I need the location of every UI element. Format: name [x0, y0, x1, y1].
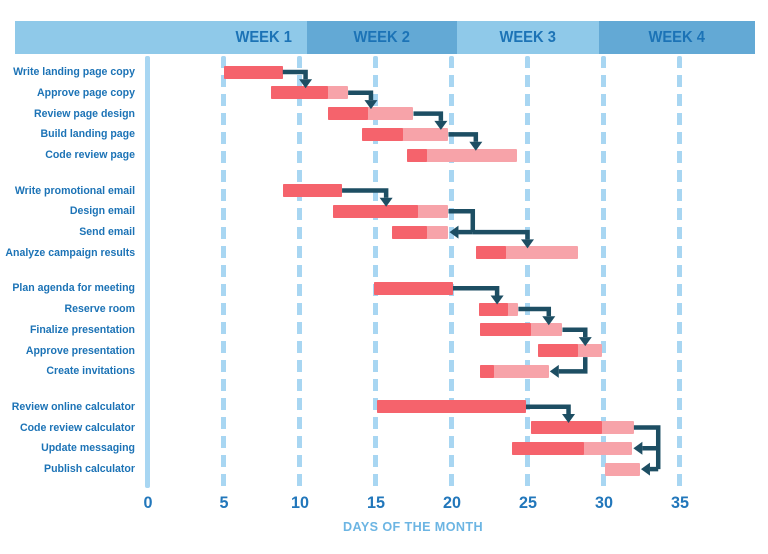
gantt-bar-completed-segment [392, 225, 428, 239]
gantt-bar-completed-segment [512, 441, 584, 455]
x-tick-label: 5 [219, 493, 228, 512]
gantt-bar [480, 323, 563, 337]
vertical-gridline [221, 56, 226, 488]
gantt-bar [475, 246, 578, 260]
gantt-bar [392, 225, 449, 239]
x-tick-label: 15 [366, 493, 385, 512]
week-band-2: WEEK 2 [307, 21, 457, 54]
task-label: Update messaging [41, 442, 136, 455]
gantt-bar [328, 107, 414, 121]
week-2-label: WEEK 2 [353, 28, 411, 46]
task-label: Finalize presentation [29, 323, 135, 336]
gantt-bar-completed-segment [223, 65, 283, 79]
connector-line [342, 188, 389, 198]
gantt-bar-completed-segment [332, 204, 419, 218]
gantt-bar-completed-segment [480, 323, 531, 337]
gantt-bar-completed-segment [377, 400, 526, 414]
task-label: Design email [69, 205, 135, 218]
connector-line [558, 357, 588, 374]
connector-line [518, 306, 552, 317]
vertical-gridline [373, 56, 378, 488]
task-label: Reserve room [64, 303, 135, 315]
gantt-bar-completed-segment [480, 364, 495, 378]
week-4-label: WEEK 4 [648, 28, 706, 46]
connector-line [453, 285, 500, 296]
task-label: Write landing page copy [13, 66, 136, 78]
connector-arrowhead-icon [549, 364, 559, 378]
task-label: Review online calculator [11, 400, 135, 413]
vertical-gridline [297, 56, 302, 488]
task-label: Build landing page [40, 128, 135, 141]
connector-arrowhead-icon [633, 441, 643, 455]
gantt-bar [373, 281, 453, 295]
week-band-4: WEEK 4 [599, 21, 755, 54]
task-label: Create invitations [46, 365, 136, 378]
week-1-label: WEEK 1 [235, 28, 292, 46]
task-label: Plan agenda for meeting [12, 282, 136, 295]
x-tick-label: 20 [442, 493, 461, 512]
gantt-bar [223, 65, 283, 79]
connector-line [282, 69, 308, 80]
vertical-gridline [449, 56, 454, 488]
week-band-3: WEEK 3 [457, 21, 599, 54]
gantt-bar [361, 127, 449, 141]
gantt-bar [282, 184, 343, 197]
gantt-bar [605, 462, 640, 476]
gantt-bar [478, 302, 519, 316]
gantt-bar [332, 204, 449, 218]
x-tick-label: 10 [290, 493, 309, 512]
task-label: Code review page [45, 149, 135, 162]
axis-zero-line [145, 56, 150, 488]
connector-line [348, 90, 374, 101]
x-axis-title: DAYS OF THE MONTH [343, 519, 483, 534]
task-label: Send email [79, 226, 135, 239]
connector-arrowhead-icon [640, 462, 650, 476]
x-tick-label: 30 [594, 493, 613, 512]
gantt-bar-completed-segment [475, 246, 507, 260]
week-3-label: WEEK 3 [499, 28, 557, 46]
task-label: Publish calculator [44, 463, 135, 476]
task-label: Approve presentation [25, 344, 135, 357]
gantt-bar [377, 400, 526, 414]
task-label: Analyze campaign results [5, 246, 136, 259]
x-tick-label: 35 [670, 493, 689, 512]
x-tick-label: 0 [143, 493, 152, 512]
task-label: Code review calculator [19, 421, 135, 434]
task-label: Approve page copy [37, 86, 136, 99]
gantt-bar [530, 421, 634, 434]
week-band-1: WEEK 1 [15, 21, 307, 54]
connector-line [562, 327, 588, 338]
gantt-bar [270, 86, 349, 100]
gantt-bar-completed-segment [282, 184, 343, 197]
gantt-bar-completed-segment [361, 127, 403, 141]
vertical-gridline [601, 56, 606, 488]
connector-line [413, 111, 444, 121]
vertical-gridline [525, 56, 530, 488]
task-label: Review page design [34, 107, 135, 120]
task-label: Write promotional email [14, 184, 135, 197]
gantt-bar-completed-segment [478, 302, 508, 316]
x-tick-label: 25 [518, 493, 537, 512]
gantt-bar [512, 441, 633, 455]
connector-line [472, 229, 530, 240]
gantt-bar-completed-segment [373, 281, 453, 295]
gantt-bar-completed-segment [538, 344, 578, 358]
gantt-bar [538, 344, 602, 358]
gantt-bar-completed-segment [407, 148, 428, 162]
gantt-bar-completed-segment [270, 86, 329, 100]
gantt-bar-completed-segment [530, 421, 602, 434]
gantt-bar-completed-segment [328, 107, 368, 121]
vertical-gridline [677, 56, 682, 488]
gantt-bar [480, 364, 549, 378]
gantt-bar [407, 148, 517, 162]
connector-line [525, 404, 571, 414]
